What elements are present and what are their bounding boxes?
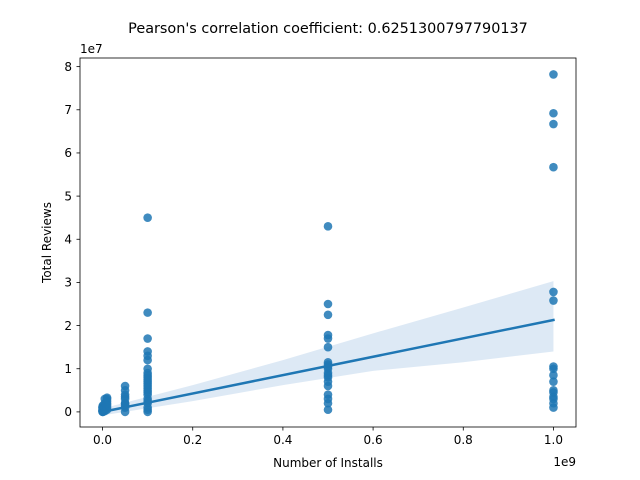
data-points-layer <box>98 70 558 417</box>
y-axis-label: Total Reviews <box>40 202 54 284</box>
y-tick-label: 1 <box>64 362 72 376</box>
data-point <box>323 405 333 415</box>
chart-title: Pearson's correlation coefficient: 0.625… <box>128 21 528 37</box>
y-tick-label: 3 <box>64 276 72 290</box>
data-point <box>549 287 558 297</box>
plot-frame <box>79 57 577 428</box>
regression-line <box>101 318 555 414</box>
x-axis-offset-label: 1e9 <box>553 455 576 469</box>
y-tick-label: 5 <box>64 189 72 203</box>
data-point <box>323 310 333 320</box>
x-tick-label: 0.0 <box>93 433 112 447</box>
data-point <box>549 70 558 79</box>
axes-frame <box>79 57 577 428</box>
y-axis-ticks: 0 1 2 3 4 5 6 7 8 <box>64 60 80 419</box>
y-tick-label: 4 <box>64 233 72 247</box>
data-point <box>549 377 558 386</box>
data-point <box>323 299 333 309</box>
data-point <box>323 222 333 231</box>
y-axis-offset-label: 1e7 <box>80 42 103 56</box>
y-tick-label: 7 <box>64 103 72 117</box>
y-tick-label: 6 <box>64 146 72 160</box>
data-point <box>143 388 152 397</box>
data-point <box>143 334 152 343</box>
data-point <box>323 390 333 399</box>
data-point <box>143 347 152 356</box>
data-point <box>143 370 152 380</box>
data-point <box>549 370 558 380</box>
data-point <box>120 381 130 391</box>
x-axis-ticks: 0.0 0.2 0.4 0.6 0.8 1.0 <box>93 427 563 447</box>
data-point <box>549 388 558 397</box>
data-point <box>549 362 558 371</box>
data-point <box>323 342 333 352</box>
x-tick-label: 0.4 <box>273 433 292 447</box>
x-tick-label: 0.8 <box>454 433 473 447</box>
data-point <box>549 162 558 172</box>
y-tick-label: 2 <box>64 319 72 333</box>
y-tick-label: 0 <box>64 405 72 419</box>
data-point <box>549 119 558 129</box>
data-point <box>549 394 558 404</box>
x-tick-label: 1.0 <box>544 433 563 447</box>
x-tick-label: 0.6 <box>364 433 383 447</box>
data-point <box>549 296 558 305</box>
data-point <box>143 213 152 222</box>
x-axis-label: Number of Installs <box>273 456 383 470</box>
data-point <box>120 392 130 402</box>
data-point <box>143 308 152 317</box>
data-point <box>323 370 333 380</box>
y-tick-label: 8 <box>64 60 72 74</box>
data-point <box>102 393 112 402</box>
data-point <box>323 330 333 340</box>
data-point <box>143 364 152 374</box>
data-point <box>143 405 152 415</box>
data-point <box>549 108 558 118</box>
regression-line-layer <box>101 318 555 414</box>
x-tick-label: 0.2 <box>183 433 202 447</box>
data-point <box>323 377 333 386</box>
